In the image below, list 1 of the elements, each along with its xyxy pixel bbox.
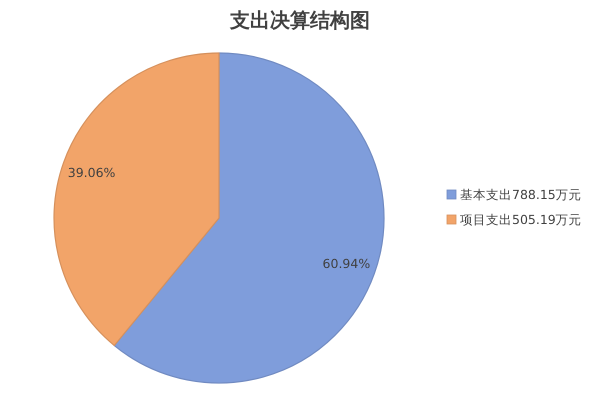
title: 支出决算结构图 (230, 8, 370, 32)
